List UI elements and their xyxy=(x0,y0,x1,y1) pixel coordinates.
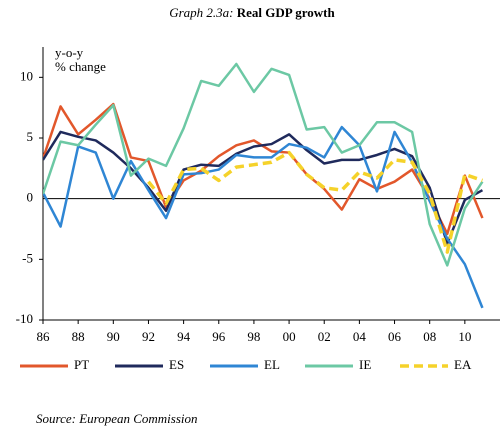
x-tick-label: 08 xyxy=(423,329,436,344)
series-line xyxy=(43,125,484,309)
x-tick-label: 86 xyxy=(37,329,51,344)
y-tick-label: 0 xyxy=(27,190,34,205)
series-line xyxy=(43,62,484,267)
x-tick-label: 10 xyxy=(458,329,471,344)
y-tick-label: 5 xyxy=(27,129,34,144)
x-tick-label: 88 xyxy=(72,329,85,344)
y-axis-label: % change xyxy=(55,59,106,74)
legend-label: ES xyxy=(169,357,184,372)
y-tick-label: 10 xyxy=(20,68,33,83)
source-note: Source: European Commission xyxy=(36,411,198,426)
x-tick-label: 94 xyxy=(177,329,191,344)
legend-label: PT xyxy=(74,357,89,372)
x-tick-label: 06 xyxy=(388,329,402,344)
x-tick-label: 90 xyxy=(107,329,120,344)
y-tick-label: -10 xyxy=(16,311,33,326)
series-line xyxy=(43,102,484,236)
series-line xyxy=(147,150,483,254)
x-tick-label: 96 xyxy=(212,329,226,344)
x-tick-label: 02 xyxy=(318,329,331,344)
legend-label: EL xyxy=(264,357,280,372)
legend-label: EA xyxy=(454,357,472,372)
y-tick-label: -5 xyxy=(22,250,33,265)
x-tick-label: 04 xyxy=(353,329,367,344)
legend-label: IE xyxy=(359,357,371,372)
x-tick-label: 98 xyxy=(247,329,260,344)
y-axis-label: y-o-y xyxy=(55,45,84,60)
x-tick-label: 00 xyxy=(283,329,296,344)
chart-title: Graph 2.3a: Real GDP growth xyxy=(169,5,335,20)
x-tick-label: 92 xyxy=(142,329,155,344)
title-text: Real GDP growth xyxy=(237,5,336,20)
title-prefix: Graph 2.3a: xyxy=(169,5,233,20)
